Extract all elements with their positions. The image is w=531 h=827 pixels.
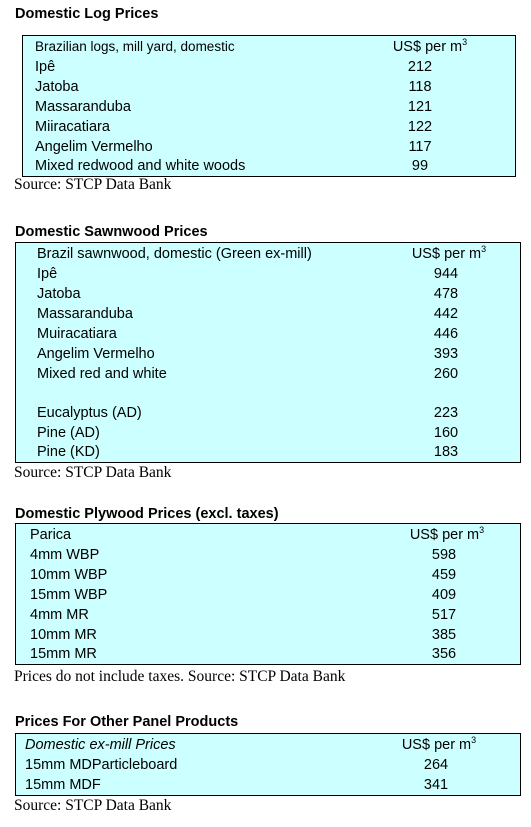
other-panel-prices-unit-label: US$ per m3 xyxy=(401,735,477,754)
other-panel-prices-heading: Prices For Other Panel Products xyxy=(15,714,239,730)
sawnwood-prices-column-label: Brazil sawnwood, domestic (Green ex-mill… xyxy=(37,246,312,262)
table-row: 15mm MR 356 xyxy=(30,646,457,662)
table-row: 15mm MDParticleboard 264 xyxy=(25,757,449,773)
log-prices-heading: Domestic Log Prices xyxy=(15,6,159,22)
log-prices-column-label: Brazilian logs, mill yard, domestic xyxy=(35,39,235,54)
plywood-prices-heading: Domestic Plywood Prices (excl. taxes) xyxy=(15,506,279,522)
table-row: 15mm MDF 341 xyxy=(25,777,449,793)
log-prices-unit-label: US$ per m3 xyxy=(392,37,468,56)
plywood-prices-header-row: Parica US$ per m3 xyxy=(16,525,520,545)
table-row: Jatoba 118 xyxy=(35,79,432,95)
plywood-prices-table: Parica US$ per m3 4mm WBP 598 10mm WBP 459… xyxy=(15,523,521,665)
table-row: Angelim Vermelho 393 xyxy=(37,346,459,362)
table-row: Massaranduba 442 xyxy=(37,306,459,322)
other-panel-prices-source: Source: STCP Data Bank xyxy=(14,797,172,814)
plywood-prices-column-label: Parica xyxy=(30,527,72,543)
table-row: Muiracatiara 446 xyxy=(37,326,459,342)
log-prices-source: Source: STCP Data Bank xyxy=(14,176,172,193)
other-panel-prices-header-row: Domestic ex-mill Prices US$ per m3 xyxy=(16,735,520,755)
plywood-prices-unit-label: US$ per m3 xyxy=(409,525,485,544)
sawnwood-prices-source: Source: STCP Data Bank xyxy=(14,464,172,481)
log-prices-header-row: Brazilian logs, mill yard, domestic US$ … xyxy=(23,37,515,57)
table-row: Ipê 212 xyxy=(35,59,433,75)
table-row: Ipê 944 xyxy=(37,266,459,282)
table-row: 10mm MR 385 xyxy=(30,627,457,643)
sawnwood-prices-unit-label: US$ per m3 xyxy=(411,244,487,263)
table-row: 4mm MR 517 xyxy=(30,607,457,623)
plywood-prices-source: Prices do not include taxes. Source: STC… xyxy=(14,668,346,685)
table-row: Mixed red and white 260 xyxy=(37,366,459,382)
table-row: Angelim Vermelho 117 xyxy=(35,139,432,155)
log-prices-table: Brazilian logs, mill yard, domestic US$ … xyxy=(22,35,516,177)
table-row: 15mm WBP 409 xyxy=(30,587,457,603)
table-row: Jatoba 478 xyxy=(37,286,459,302)
sawnwood-prices-header-row: Brazil sawnwood, domestic (Green ex-mill… xyxy=(16,244,520,264)
sawnwood-prices-heading: Domestic Sawnwood Prices xyxy=(15,224,208,240)
table-row: Massaranduba 121 xyxy=(35,99,433,115)
table-row: Eucalyptus (AD) 223 xyxy=(37,405,459,421)
other-panel-prices-table: Domestic ex-mill Prices US$ per m3 15mm … xyxy=(15,733,521,796)
table-row: Pine (KD) 183 xyxy=(37,444,459,460)
table-row: 4mm WBP 598 xyxy=(30,547,457,563)
table-row: 10mm WBP 459 xyxy=(30,567,457,583)
table-row: Mixed redwood and white woods 99 xyxy=(35,158,429,174)
table-row: Pine (AD) 160 xyxy=(37,425,459,441)
sawnwood-prices-table: Brazil sawnwood, domestic (Green ex-mill… xyxy=(15,242,521,463)
table-row: Miiracatiara 122 xyxy=(35,119,433,135)
other-panel-prices-column-label: Domestic ex-mill Prices xyxy=(25,737,176,753)
